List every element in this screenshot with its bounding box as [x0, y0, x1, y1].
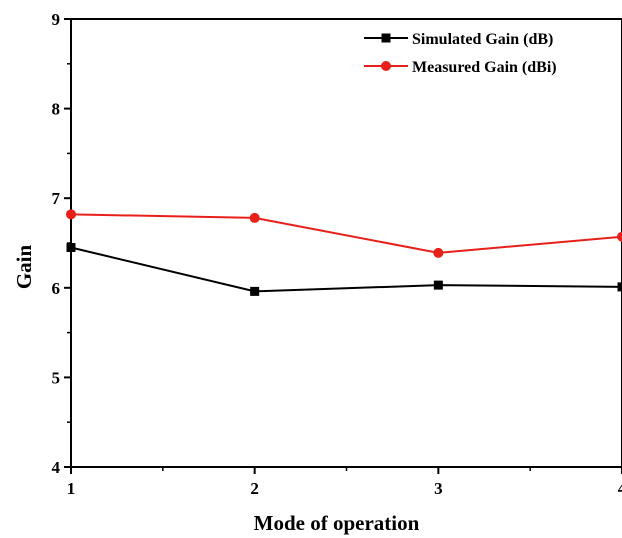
data-point — [617, 282, 622, 292]
data-point — [66, 209, 76, 220]
data-point — [250, 286, 260, 296]
data-point — [433, 247, 444, 258]
series-2 — [66, 209, 622, 258]
legend-marker — [381, 33, 391, 43]
legend-label: Measured Gain (dBi) — [412, 59, 557, 76]
y-tick-label: 7 — [52, 189, 61, 208]
data-point — [66, 242, 76, 252]
data-point — [433, 280, 443, 290]
x-tick-label: 2 — [250, 479, 259, 498]
x-tick-label: 3 — [434, 479, 443, 498]
series-line — [70, 213, 622, 254]
y-tick-label: 6 — [52, 279, 61, 298]
data-point — [249, 212, 260, 223]
legend-item: Measured Gain (dBi) — [364, 59, 557, 76]
x-tick-label: 1 — [67, 479, 76, 498]
y-tick-label: 9 — [52, 10, 61, 29]
x-tick-label: 4 — [618, 479, 622, 498]
y-axis-title: Gain — [12, 245, 36, 290]
series-1 — [66, 242, 622, 296]
legend-marker — [381, 61, 391, 71]
legend-label: Simulated Gain (dB) — [412, 31, 553, 48]
x-axis: 1 2 3 4 — [67, 467, 622, 498]
series-layer — [66, 209, 622, 296]
series-line — [70, 246, 622, 293]
y-tick-label: 4 — [52, 458, 61, 477]
legend-item: Simulated Gain (dB) — [364, 31, 553, 48]
x-axis-title: Mode of operation — [254, 511, 420, 535]
y-tick-label: 5 — [52, 368, 61, 387]
y-tick-label: 8 — [52, 100, 61, 119]
legend: Simulated Gain (dB) Measured Gain (dBi) — [364, 31, 557, 76]
data-point — [617, 231, 622, 242]
